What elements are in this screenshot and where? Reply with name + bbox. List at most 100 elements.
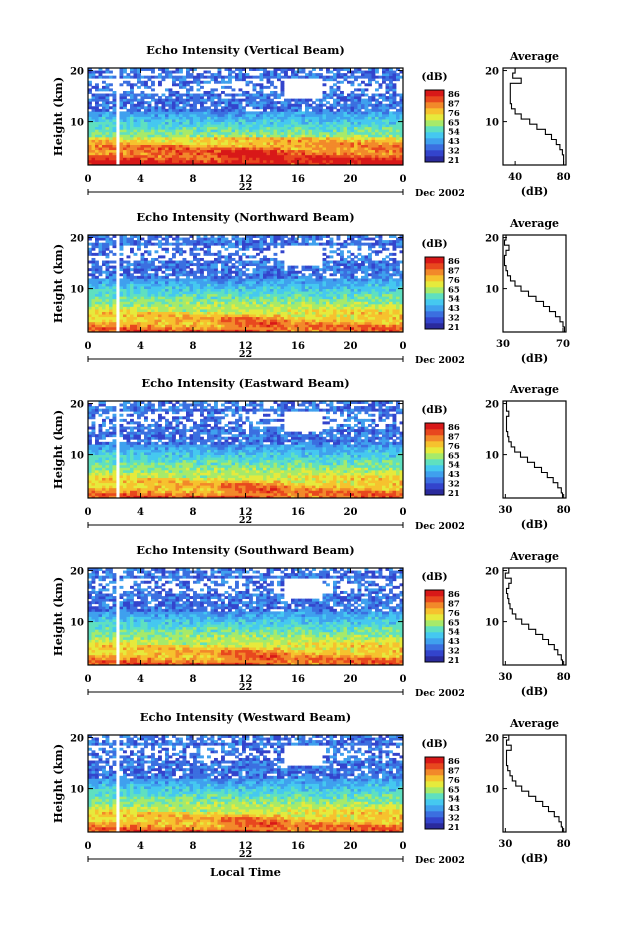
y-tick-label: 10: [70, 118, 84, 129]
average-x-tick-label: 80: [557, 672, 571, 683]
heatmap-field: [88, 735, 404, 833]
heatmap-field: [88, 68, 404, 166]
x-tick-label: 16: [291, 174, 305, 185]
colorbar-swatch: [425, 317, 444, 324]
colorbar-swatch: [425, 108, 444, 115]
colorbar-tick-label: 54: [448, 461, 460, 471]
colorbar-tick-label: 21: [448, 156, 460, 166]
colorbar-tick-label: 43: [448, 304, 460, 314]
colorbar-swatch: [425, 489, 444, 496]
average-frame: [502, 67, 567, 166]
x-tick-label: 4: [137, 674, 144, 685]
average-profile-line: [505, 401, 564, 498]
x-tick-label: 8: [190, 341, 197, 352]
colorbar-tick-label: 54: [448, 295, 460, 305]
colorbar-swatch: [425, 626, 444, 633]
colorbar-swatch: [425, 769, 444, 776]
x-tick-label: 12: [239, 841, 253, 852]
colorbar-swatch: [425, 120, 444, 127]
y-axis-label: Height (km): [51, 244, 65, 323]
panel-title: Echo Intensity (Vertical Beam): [146, 43, 345, 57]
x-tick-label: 12: [239, 341, 253, 352]
colorbar-swatch: [425, 775, 444, 782]
colorbar-swatch: [425, 281, 444, 288]
heatmap-field: [88, 235, 404, 333]
colorbar-unit: (dB): [421, 571, 447, 583]
colorbar-swatch: [425, 459, 444, 466]
colorbar-swatch: [425, 257, 444, 264]
y-tick-label: 20: [70, 734, 84, 745]
y-axis-label: Height (km): [51, 744, 65, 823]
day-label: 22: [239, 349, 252, 360]
x-tick-label: 20: [344, 674, 358, 685]
colorbar-swatch: [425, 620, 444, 627]
average-x-label: (dB): [521, 685, 548, 698]
colorbar-tick-label: 65: [448, 785, 460, 795]
x-tick-label: 0: [400, 174, 407, 185]
colorbar-frame: [424, 422, 445, 496]
colorbar-tick-label: 43: [448, 137, 460, 147]
panel-title: Echo Intensity (Southward Beam): [136, 543, 354, 557]
colorbar-swatch: [425, 90, 444, 97]
x-tick-label: 16: [291, 341, 305, 352]
average-x-label: (dB): [521, 852, 548, 865]
colorbar-swatch: [425, 638, 444, 645]
day-label: 22: [239, 849, 252, 860]
x-tick-label: 8: [190, 507, 197, 518]
colorbar-swatch: [425, 465, 444, 472]
average-x-label: (dB): [521, 518, 548, 531]
y-tick-label: 20: [70, 67, 84, 78]
y-tick-label: 20: [70, 400, 84, 411]
colorbar-tick-label: 76: [448, 609, 460, 619]
panel-title: Echo Intensity (Eastward Beam): [141, 376, 349, 390]
average-title: Average: [509, 217, 559, 230]
x-tick-label: 4: [137, 174, 144, 185]
colorbar-swatch: [425, 447, 444, 454]
colorbar-swatch: [425, 305, 444, 312]
average-title: Average: [509, 383, 559, 396]
colorbar-swatch: [425, 150, 444, 157]
colorbar-swatch: [425, 477, 444, 484]
average-x-tick-label: 30: [496, 339, 510, 350]
average-profile-line: [504, 568, 564, 665]
panel-2: Echo Intensity (Northward Beam) 10 20 Heigh…: [51, 210, 570, 366]
date-label: Dec 2002: [415, 188, 465, 199]
panel-3: Echo Intensity (Eastward Beam) 10 20 Height…: [51, 376, 571, 532]
average-x-label: (dB): [521, 185, 548, 198]
colorbar-unit: (dB): [421, 238, 447, 250]
average-y-tick-label: 20: [485, 567, 499, 578]
average-y-tick-label: 10: [485, 618, 499, 629]
y-tick-label: 20: [70, 567, 84, 578]
colorbar-swatch: [425, 781, 444, 788]
x-tick-label: 4: [137, 507, 144, 518]
x-tick-label: 8: [190, 674, 197, 685]
x-tick-label: 12: [239, 174, 253, 185]
y-tick-label: 10: [70, 618, 84, 629]
colorbar-tick-label: 87: [448, 599, 460, 609]
colorbar-unit: (dB): [421, 71, 447, 83]
colorbar-swatch: [425, 602, 444, 609]
colorbar-swatch: [425, 590, 444, 597]
colorbar-swatch: [425, 817, 444, 824]
x-tick-label: 0: [400, 674, 407, 685]
average-profile-line: [509, 68, 565, 165]
colorbar-swatch: [425, 793, 444, 800]
colorbar-frame: [424, 256, 445, 330]
x-tick-label: 8: [190, 174, 197, 185]
colorbar-swatch: [425, 799, 444, 806]
colorbar-tick-label: 21: [448, 323, 460, 333]
x-tick-label: 0: [400, 341, 407, 352]
colorbar-tick-label: 65: [448, 451, 460, 461]
y-axis-label: Height (km): [51, 577, 65, 656]
y-tick-label: 10: [70, 451, 84, 462]
x-tick-label: 0: [85, 341, 92, 352]
colorbar-swatch: [425, 429, 444, 436]
average-y-tick-label: 20: [485, 234, 499, 245]
colorbar-tick-label: 86: [448, 590, 460, 600]
y-axis-label: Height (km): [51, 410, 65, 489]
x-tick-label: 0: [85, 174, 92, 185]
x-tick-label: 0: [400, 507, 407, 518]
colorbar-swatch: [425, 656, 444, 663]
colorbar-swatch: [425, 114, 444, 121]
